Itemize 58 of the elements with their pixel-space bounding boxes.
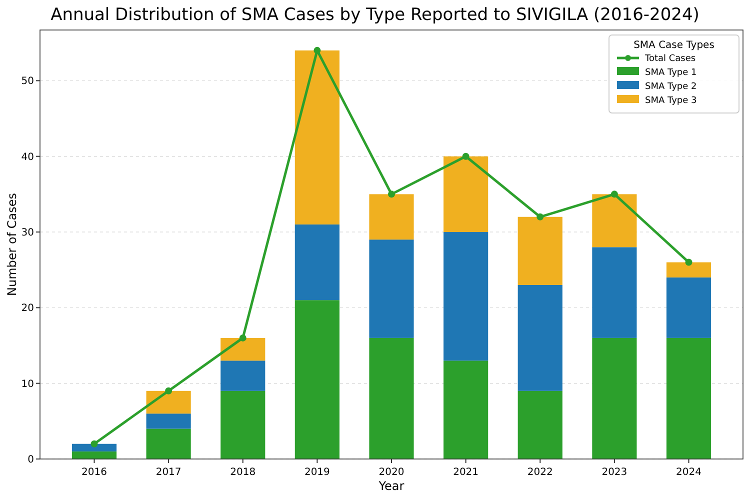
legend-label: SMA Type 2 [645,82,697,92]
x-tick-label: 2020 [378,467,404,478]
y-tick-label: 40 [21,152,34,163]
bar [592,247,637,338]
point [685,258,692,266]
bar [444,232,488,361]
bar [220,390,266,459]
x-tick-label: 2017 [156,467,182,478]
bar [369,338,414,459]
x-axis-title: Year [378,479,404,493]
bar [518,284,562,391]
legend-title: SMA Case Types [634,40,714,51]
bar [592,194,637,248]
bar [220,338,266,361]
point [239,334,246,342]
y-tick-label: 10 [21,378,34,390]
bar [369,240,414,338]
point [165,387,172,394]
bar [72,451,117,459]
bar [518,390,562,459]
bar [294,300,340,459]
legend-label: Total Cases [644,54,696,64]
legend-label: SMA Type 1 [645,68,697,78]
y-axis-title: Number of Cases [5,192,19,296]
bar [146,428,191,459]
y-tick-label: 20 [21,303,34,314]
y-tick-label: 50 [21,76,34,88]
bar [294,224,340,300]
x-tick-label: 2018 [230,467,256,478]
y-tick-label: 0 [28,454,34,466]
bar [146,414,191,429]
bar [592,338,637,459]
bar [666,277,712,338]
bar [72,444,117,452]
legend-label: SMA Type 3 [645,96,697,106]
bar [444,360,488,459]
chart-title: Annual Distribution of SMA Cases by Type Reported to SIVIGILA (2016-2024) [50,5,700,25]
point [610,190,618,198]
bar [294,50,340,224]
point [388,190,395,198]
point [90,440,98,448]
bar [666,338,712,459]
point [314,46,321,54]
bar [146,390,191,414]
y-tick-label: 30 [21,228,34,239]
bar [518,216,562,285]
bar [369,194,414,240]
point [462,152,470,160]
x-tick-label: 2021 [453,467,479,478]
x-tick-label: 2024 [676,467,702,478]
bar [444,156,488,232]
point [536,213,544,220]
x-tick-label: 2022 [527,467,553,478]
x-tick-label: 2016 [82,467,107,478]
bar [220,360,266,391]
x-tick-label: 2023 [602,467,628,478]
bar [666,262,712,278]
x-tick-label: 2019 [304,467,330,478]
